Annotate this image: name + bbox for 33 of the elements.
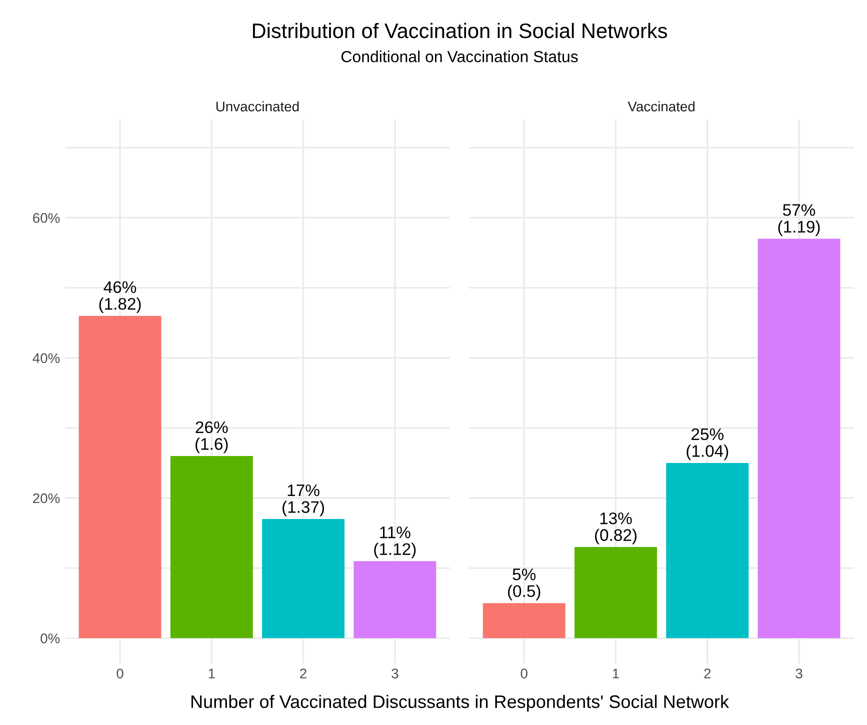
chart-subtitle: Conditional on Vaccination Status [341, 50, 578, 62]
data-label: 26% (1.6) [196, 421, 228, 454]
text: Vaccinated [628, 101, 695, 112]
bar [354, 561, 436, 638]
text: Unvaccinated [216, 101, 299, 112]
y-tick-label: 40% [32, 353, 60, 364]
data-label: 25% (1.04) [686, 428, 728, 460]
data-label: 17% (1.37) [282, 484, 324, 516]
bar [758, 238, 840, 638]
data-label: 57% (1.19) [778, 204, 820, 236]
bar [170, 456, 253, 638]
data-label: 11% (1.12) [374, 526, 416, 558]
bar [78, 316, 162, 638]
bar [666, 462, 749, 638]
x-tick-label: 2 [704, 668, 711, 678]
bar [482, 603, 566, 638]
x-tick-label: 1 [612, 668, 619, 678]
chart-title: Distribution of Vaccination in Social Networks [252, 22, 668, 38]
y-tick-label: 60% [33, 213, 60, 223]
x-tick-label: 0 [520, 668, 528, 678]
data-label: 46% (1.82) [99, 281, 141, 314]
x-tick-label: 1 [208, 668, 215, 678]
x-tick-label: 3 [392, 668, 398, 678]
bar [262, 519, 345, 638]
x-axis-title: Number of Vaccinated Discussants in Respondents' Social Network [191, 694, 730, 712]
x-tick-label: 3 [796, 668, 802, 678]
data-label: 5% (0.5) [508, 568, 540, 600]
bar [574, 547, 657, 638]
x-tick-label: 2 [300, 668, 306, 678]
data-label: 13% (0.82) [595, 512, 636, 544]
x-tick-label: 0 [116, 668, 124, 678]
y-tick-label: 0% [40, 633, 60, 644]
y-tick-label: 20% [33, 493, 60, 504]
